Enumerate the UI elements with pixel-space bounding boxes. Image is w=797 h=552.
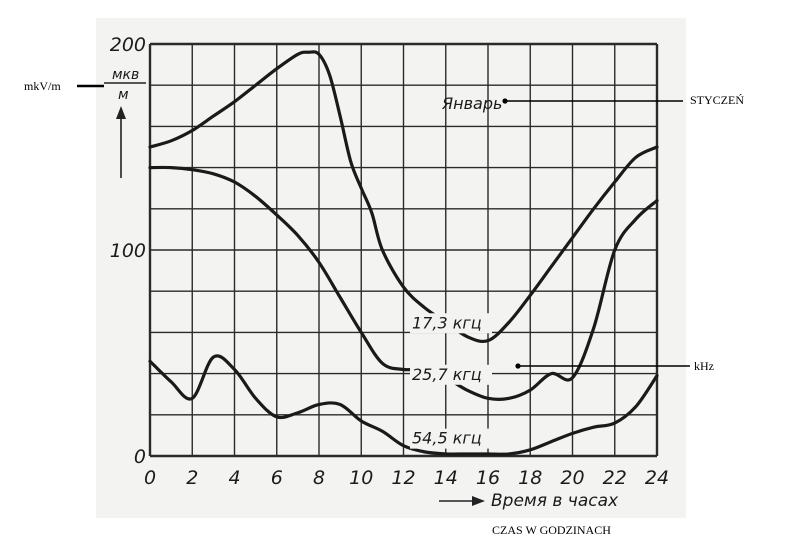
series-label-backdrop	[410, 364, 492, 385]
series-label-backdrop	[410, 428, 492, 449]
series-line-1	[148, 50, 659, 344]
y-axis-arrow-head	[116, 106, 126, 119]
x-tick-label: 6	[271, 467, 283, 489]
x-tick-label: 20	[560, 467, 584, 489]
chart-title: Январь	[441, 94, 502, 113]
y-unit-top: мкв	[112, 67, 139, 83]
y-unit-bottom: м	[118, 87, 129, 103]
annotation-khz-dot	[515, 363, 521, 369]
y-tick-label: 200	[110, 34, 146, 56]
x-tick-label: 18	[518, 467, 542, 489]
x-tick-label: 0	[144, 467, 156, 489]
series-label-backdrop	[410, 313, 492, 334]
annotation-x-axis: CZAS W GODZINACH	[492, 523, 611, 537]
annotation-title: STYCZEŃ	[690, 93, 744, 107]
x-tick-label: 22	[603, 467, 627, 489]
y-tick-label: 0	[134, 446, 146, 468]
x-tick-label: 10	[349, 467, 373, 489]
x-axis-title: Время в часах	[491, 491, 619, 511]
x-tick-label: 24	[645, 467, 669, 489]
series-label: 54,5 кгц	[412, 429, 482, 448]
x-axis-arrow-head	[472, 496, 485, 506]
series-line-3	[148, 354, 659, 456]
annotation-title-dot	[502, 98, 508, 104]
x-tick-label: 14	[434, 467, 458, 489]
series-label: 25,7 кгц	[412, 365, 482, 384]
x-tick-label: 2	[186, 467, 198, 489]
x-tick-label: 8	[313, 467, 325, 489]
series-line-2	[148, 165, 659, 401]
x-tick-label: 16	[476, 467, 500, 489]
y-tick-label: 100	[110, 240, 146, 262]
grid	[148, 42, 659, 458]
x-tick-label: 4	[228, 467, 240, 489]
annotation-khz: kHz	[694, 359, 714, 373]
series-label: 17,3 кгц	[412, 313, 482, 332]
series-lines: 17,3 кгц 25,7 кгц 54,5 кгц	[148, 50, 659, 456]
annotation-y-unit: mkV/m	[24, 79, 61, 93]
x-tick-label: 12	[391, 467, 415, 489]
